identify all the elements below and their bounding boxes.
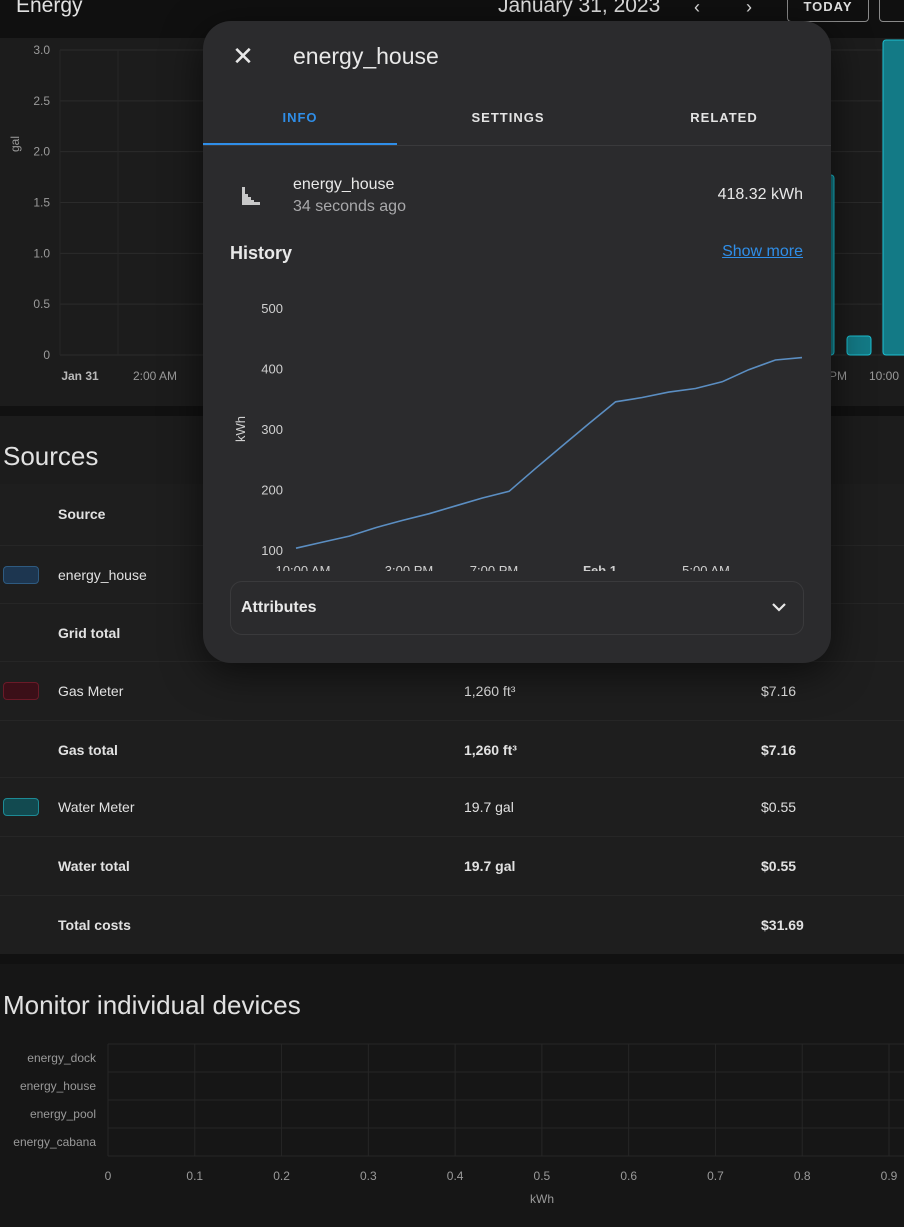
table-row-divider xyxy=(0,777,904,778)
compare-button[interactable] xyxy=(879,0,904,22)
source-cost: $7.16 xyxy=(761,742,797,758)
history-chart: 500 400 300 200 100 kWh 10:00 AM 3:00 PM 7:00 PM… xyxy=(203,271,831,578)
source-amount: 19.7 gal xyxy=(464,799,514,815)
devices-category-label: energy_cabana xyxy=(13,1135,96,1149)
water-ytick: 1.5 xyxy=(33,196,50,210)
devices-xtick: 0 xyxy=(105,1169,112,1183)
sources-header-source: Source xyxy=(58,506,106,522)
source-name: energy_house xyxy=(58,567,147,583)
source-name: Water total xyxy=(58,858,130,874)
source-name: Gas total xyxy=(58,742,118,758)
tab-divider xyxy=(203,145,831,146)
source-color-swatch xyxy=(3,798,39,816)
water-bar xyxy=(882,39,904,356)
close-icon[interactable]: ✕ xyxy=(232,41,254,71)
devices-xtick: 0.7 xyxy=(707,1169,724,1183)
water-xtick: 10:00 xyxy=(869,369,899,383)
water-xtick: Jan 31 xyxy=(61,369,99,383)
source-cost: $0.55 xyxy=(761,799,797,815)
attributes-label: Attributes xyxy=(241,599,317,616)
tab-settings[interactable]: SETTINGS xyxy=(471,110,545,125)
source-name: Water Meter xyxy=(58,799,135,815)
devices-title: Monitor individual devices xyxy=(3,990,301,1020)
history-series-line xyxy=(295,356,803,549)
today-button[interactable]: TODAY xyxy=(787,0,869,22)
devices-card xyxy=(0,964,904,1227)
water-ytick: 1.0 xyxy=(33,246,50,260)
source-color-swatch xyxy=(3,566,39,584)
table-row-divider xyxy=(0,836,904,837)
water-xtick: 2:00 AM xyxy=(133,369,177,383)
devices-xtick: 0.5 xyxy=(534,1169,551,1183)
history-ytick: 100 xyxy=(261,543,283,558)
source-amount: 19.7 gal xyxy=(464,858,516,874)
source-name: Grid total xyxy=(58,625,121,641)
water-ytick: 3.0 xyxy=(33,43,50,57)
tab-related[interactable]: RELATED xyxy=(690,110,758,125)
history-ylabel: kWh xyxy=(233,416,248,442)
history-ytick: 500 xyxy=(261,301,283,316)
devices-category-label: energy_dock xyxy=(27,1051,97,1065)
history-ytick: 200 xyxy=(261,483,283,498)
tab-info[interactable]: INFO xyxy=(282,110,318,125)
date-label: January 31, 2023 xyxy=(498,0,661,17)
chevron-down-icon[interactable] xyxy=(769,595,789,619)
history-ytick: 300 xyxy=(261,422,283,437)
devices-chart-svg: 0 0.1 0.2 0.3 0.4 0.5 0.6 0.7 0.8 0.9 energy_docke… xyxy=(13,1043,904,1206)
history-xtick: 5:00 AM xyxy=(682,563,730,571)
tab-indicator xyxy=(203,143,397,145)
more-info-dialog: ✕ energy_house INFO SETTINGS RELATED ene… xyxy=(203,21,831,663)
devices-xtick: 0.9 xyxy=(881,1169,898,1183)
source-color-swatch xyxy=(3,682,39,700)
devices-xtick: 0.4 xyxy=(447,1169,464,1183)
devices-xlabel: kWh xyxy=(530,1192,554,1206)
sources-title: Sources xyxy=(3,441,99,471)
source-cost: $0.55 xyxy=(761,858,797,874)
devices-xtick: 0.6 xyxy=(620,1169,637,1183)
attributes-expander[interactable]: Attributes xyxy=(230,581,804,635)
water-xtick: PM xyxy=(829,369,847,383)
show-more-link[interactable]: Show more xyxy=(722,243,803,260)
source-name: Total costs xyxy=(58,917,131,933)
water-ytick: 0.5 xyxy=(33,297,50,311)
table-row-divider xyxy=(0,895,904,896)
source-cost: $31.69 xyxy=(761,917,804,933)
source-cost: $7.16 xyxy=(761,683,797,699)
water-chart-ylabel: gal xyxy=(8,135,22,152)
history-ytick: 400 xyxy=(261,362,283,377)
chevron-right-icon[interactable]: › xyxy=(746,0,752,17)
water-ytick: 0 xyxy=(43,348,50,362)
water-ytick: 2.0 xyxy=(33,145,50,159)
history-title: History xyxy=(230,243,293,263)
entity-name[interactable]: energy_house xyxy=(293,176,395,193)
devices-category-label: energy_pool xyxy=(30,1107,96,1121)
page-title: Energy xyxy=(16,0,83,17)
devices-xtick: 0.2 xyxy=(273,1169,290,1183)
table-row-divider xyxy=(0,720,904,721)
source-name: Gas Meter xyxy=(58,683,124,699)
entity-last-changed: 34 seconds ago xyxy=(293,198,406,215)
chevron-left-icon[interactable]: ‹ xyxy=(694,0,700,17)
devices-xtick: 0.8 xyxy=(794,1169,811,1183)
water-ytick: 2.5 xyxy=(33,94,50,108)
devices-xtick: 0.3 xyxy=(360,1169,377,1183)
history-chart-svg: 500 400 300 200 100 kWh 10:00 AM 3:00 PM 7:00 PM… xyxy=(233,301,803,578)
history-xtick: 10:00 AM xyxy=(276,563,331,571)
meter-icon xyxy=(242,187,260,205)
devices-category-label: energy_house xyxy=(20,1079,96,1093)
devices-xtick: 0.1 xyxy=(186,1169,203,1183)
source-amount: 1,260 ft³ xyxy=(464,742,517,758)
water-bar xyxy=(846,335,872,356)
history-xtick: 7:00 PM xyxy=(470,563,518,571)
history-xtick: Feb 1 xyxy=(583,563,617,571)
entity-state: 418.32 kWh xyxy=(717,186,803,203)
history-xtick: 3:00 PM xyxy=(385,563,433,571)
source-amount: 1,260 ft³ xyxy=(464,683,516,699)
dialog-title: energy_house xyxy=(293,43,439,69)
